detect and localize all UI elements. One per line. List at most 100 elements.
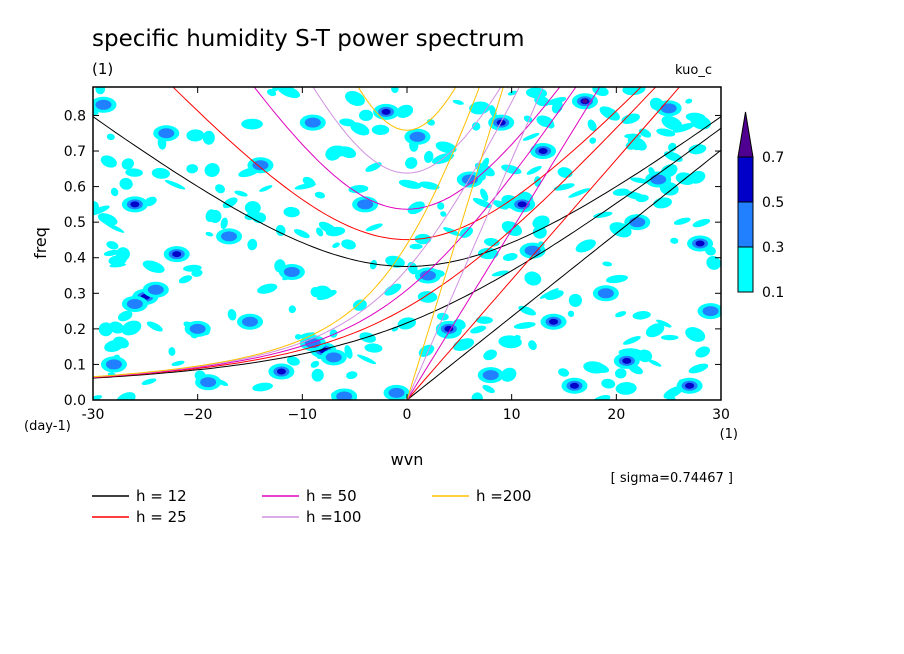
contour-blob — [186, 164, 198, 174]
contour-blob — [526, 165, 542, 175]
contour-blob — [409, 243, 423, 250]
contour-blob-level2 — [95, 99, 112, 110]
contour-blob — [423, 150, 434, 163]
contour-blob — [318, 221, 338, 235]
contour-blob-level2 — [189, 323, 206, 334]
dispersion-curve — [93, 87, 577, 378]
contour-blob — [119, 177, 133, 190]
power-contours — [93, 87, 721, 400]
contour-blob — [417, 291, 438, 303]
contour-blob — [344, 345, 353, 359]
dispersion-curve — [357, 87, 457, 131]
contour-blob — [472, 197, 492, 209]
y-axis-label: freq — [31, 227, 50, 259]
contour-blob — [692, 218, 711, 228]
dispersion-curve — [406, 87, 544, 400]
contour-blob — [288, 305, 296, 314]
contour-blob-level2 — [524, 245, 541, 256]
dispersion-curve — [93, 116, 721, 268]
contour-blob — [632, 311, 651, 320]
contour-blob — [568, 293, 583, 307]
contour-blob — [220, 217, 228, 230]
chart-subtitle-right: kuo_c — [675, 63, 712, 78]
contour-blob-level2 — [660, 103, 677, 114]
contour-blob — [532, 225, 547, 239]
colorbar-arrow — [737, 111, 754, 158]
contour-blob — [656, 128, 676, 137]
contour-blob — [141, 378, 157, 386]
contour-blob — [593, 211, 613, 218]
contour-blob — [146, 321, 163, 332]
contour-blob — [660, 334, 679, 341]
contour-blob — [522, 133, 540, 141]
contour-blob — [164, 179, 186, 190]
contour-blob-level3 — [622, 357, 632, 364]
contour-blob — [601, 378, 616, 389]
contour-blob — [118, 310, 133, 322]
contour-blob — [622, 87, 646, 96]
contour-blob — [310, 360, 320, 368]
curve-legend: h = 12 h = 25 h = 50 h =100 h =200 — [92, 487, 531, 526]
contour-blob — [477, 247, 499, 260]
colorbar-label: 0.3 — [762, 240, 784, 256]
contour-blob — [471, 392, 483, 400]
colorbar-segment — [737, 156, 754, 203]
colorbar-segment — [737, 246, 754, 293]
contour-blob — [151, 167, 170, 179]
contour-blob — [384, 283, 402, 296]
contour-blob — [106, 241, 119, 250]
contour-blob — [247, 238, 258, 251]
contour-blob — [605, 274, 629, 284]
contour-blob — [481, 157, 490, 170]
contour-blob-level2 — [221, 231, 238, 242]
contour-blob — [398, 179, 422, 189]
contour-blob — [121, 158, 134, 170]
contour-blob-level2 — [409, 131, 426, 142]
contour-blob — [528, 340, 537, 351]
contour-blob-level3 — [444, 325, 454, 332]
contour-blob-level2 — [388, 387, 405, 398]
contour-blob — [341, 239, 356, 250]
contour-blob — [266, 88, 277, 97]
contour-blob — [567, 310, 575, 318]
contour-blob — [259, 185, 273, 192]
contour-blob-level3 — [276, 368, 286, 375]
y-tick-label: 0.3 — [64, 286, 86, 302]
contour-blob — [204, 163, 220, 178]
dispersion-curve — [253, 87, 561, 210]
contour-blob-level2 — [325, 352, 342, 363]
contour-blob-level3 — [685, 382, 695, 389]
contour-blob — [452, 99, 464, 105]
contour-blob — [514, 334, 521, 340]
contour-blob — [311, 368, 324, 382]
contour-blob-level2 — [304, 117, 321, 128]
contour-blob — [104, 221, 125, 233]
contour-blob — [396, 104, 414, 118]
contour-blob — [364, 343, 383, 353]
contour-blob — [688, 144, 707, 155]
contour-blob-level3 — [549, 318, 559, 325]
contour-blob — [234, 190, 248, 197]
contour-blob — [97, 213, 118, 226]
y-tick-label: 0.1 — [64, 357, 86, 373]
contour-blob — [142, 260, 165, 273]
contour-blob-level2 — [147, 284, 164, 295]
contour-blob — [695, 346, 711, 358]
contour-blob — [359, 332, 376, 343]
contour-blob — [615, 382, 637, 395]
x-tick-label: 20 — [607, 407, 625, 423]
contour-blob — [706, 255, 721, 270]
contour-blob — [205, 231, 214, 237]
contour-blob-level2 — [482, 370, 499, 381]
x-tick-label: 30 — [712, 407, 730, 423]
dispersion-curves — [93, 87, 721, 400]
y-axis: 0.0 0.1 0.2 0.3 0.4 0.5 0.6 0.7 0.8 — [64, 108, 721, 409]
chart-subtitle-left: (1) — [92, 60, 113, 78]
x-axis-unit: (1) — [720, 427, 738, 442]
contour-blob — [244, 201, 261, 215]
x-axis: -30 −20 −10 0 10 20 30 — [82, 87, 730, 423]
contour-blob — [371, 124, 390, 136]
contour-blob — [589, 137, 597, 144]
contour-blob — [298, 332, 316, 339]
contour-blob — [532, 215, 550, 230]
